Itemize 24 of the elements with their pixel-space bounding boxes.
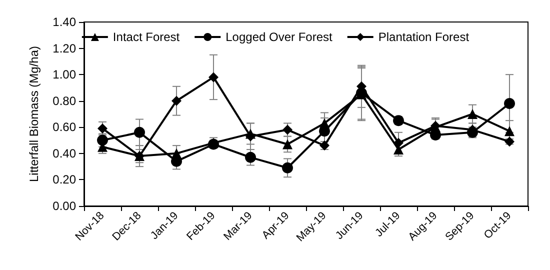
y-axis-title: Litterfall Biomass (Mg/ha) (27, 46, 41, 182)
point (245, 152, 256, 163)
legend-label: Logged Over Forest (226, 30, 334, 44)
legend-label: Plantation Forest (378, 30, 470, 44)
y-tick-label: 0.80 (52, 94, 76, 108)
legend-label: Intact Forest (112, 30, 180, 44)
point (134, 126, 145, 138)
point (172, 96, 182, 106)
point (394, 138, 404, 148)
point (98, 123, 108, 134)
y-tick-label: 0.20 (52, 172, 76, 187)
point (208, 72, 218, 82)
y-tick-label: 0.40 (52, 146, 76, 160)
point (282, 162, 293, 174)
point (504, 98, 515, 109)
y-tick-label: 1.00 (52, 68, 76, 82)
point (393, 115, 404, 126)
y-tick-label: 1.20 (52, 41, 76, 56)
y-tick-label: 1.40 (52, 15, 76, 29)
point (282, 139, 292, 150)
y-tick-label: 0.60 (52, 120, 76, 134)
point (468, 109, 478, 119)
point (504, 126, 514, 136)
y-tick-label: 0.00 (52, 199, 76, 213)
